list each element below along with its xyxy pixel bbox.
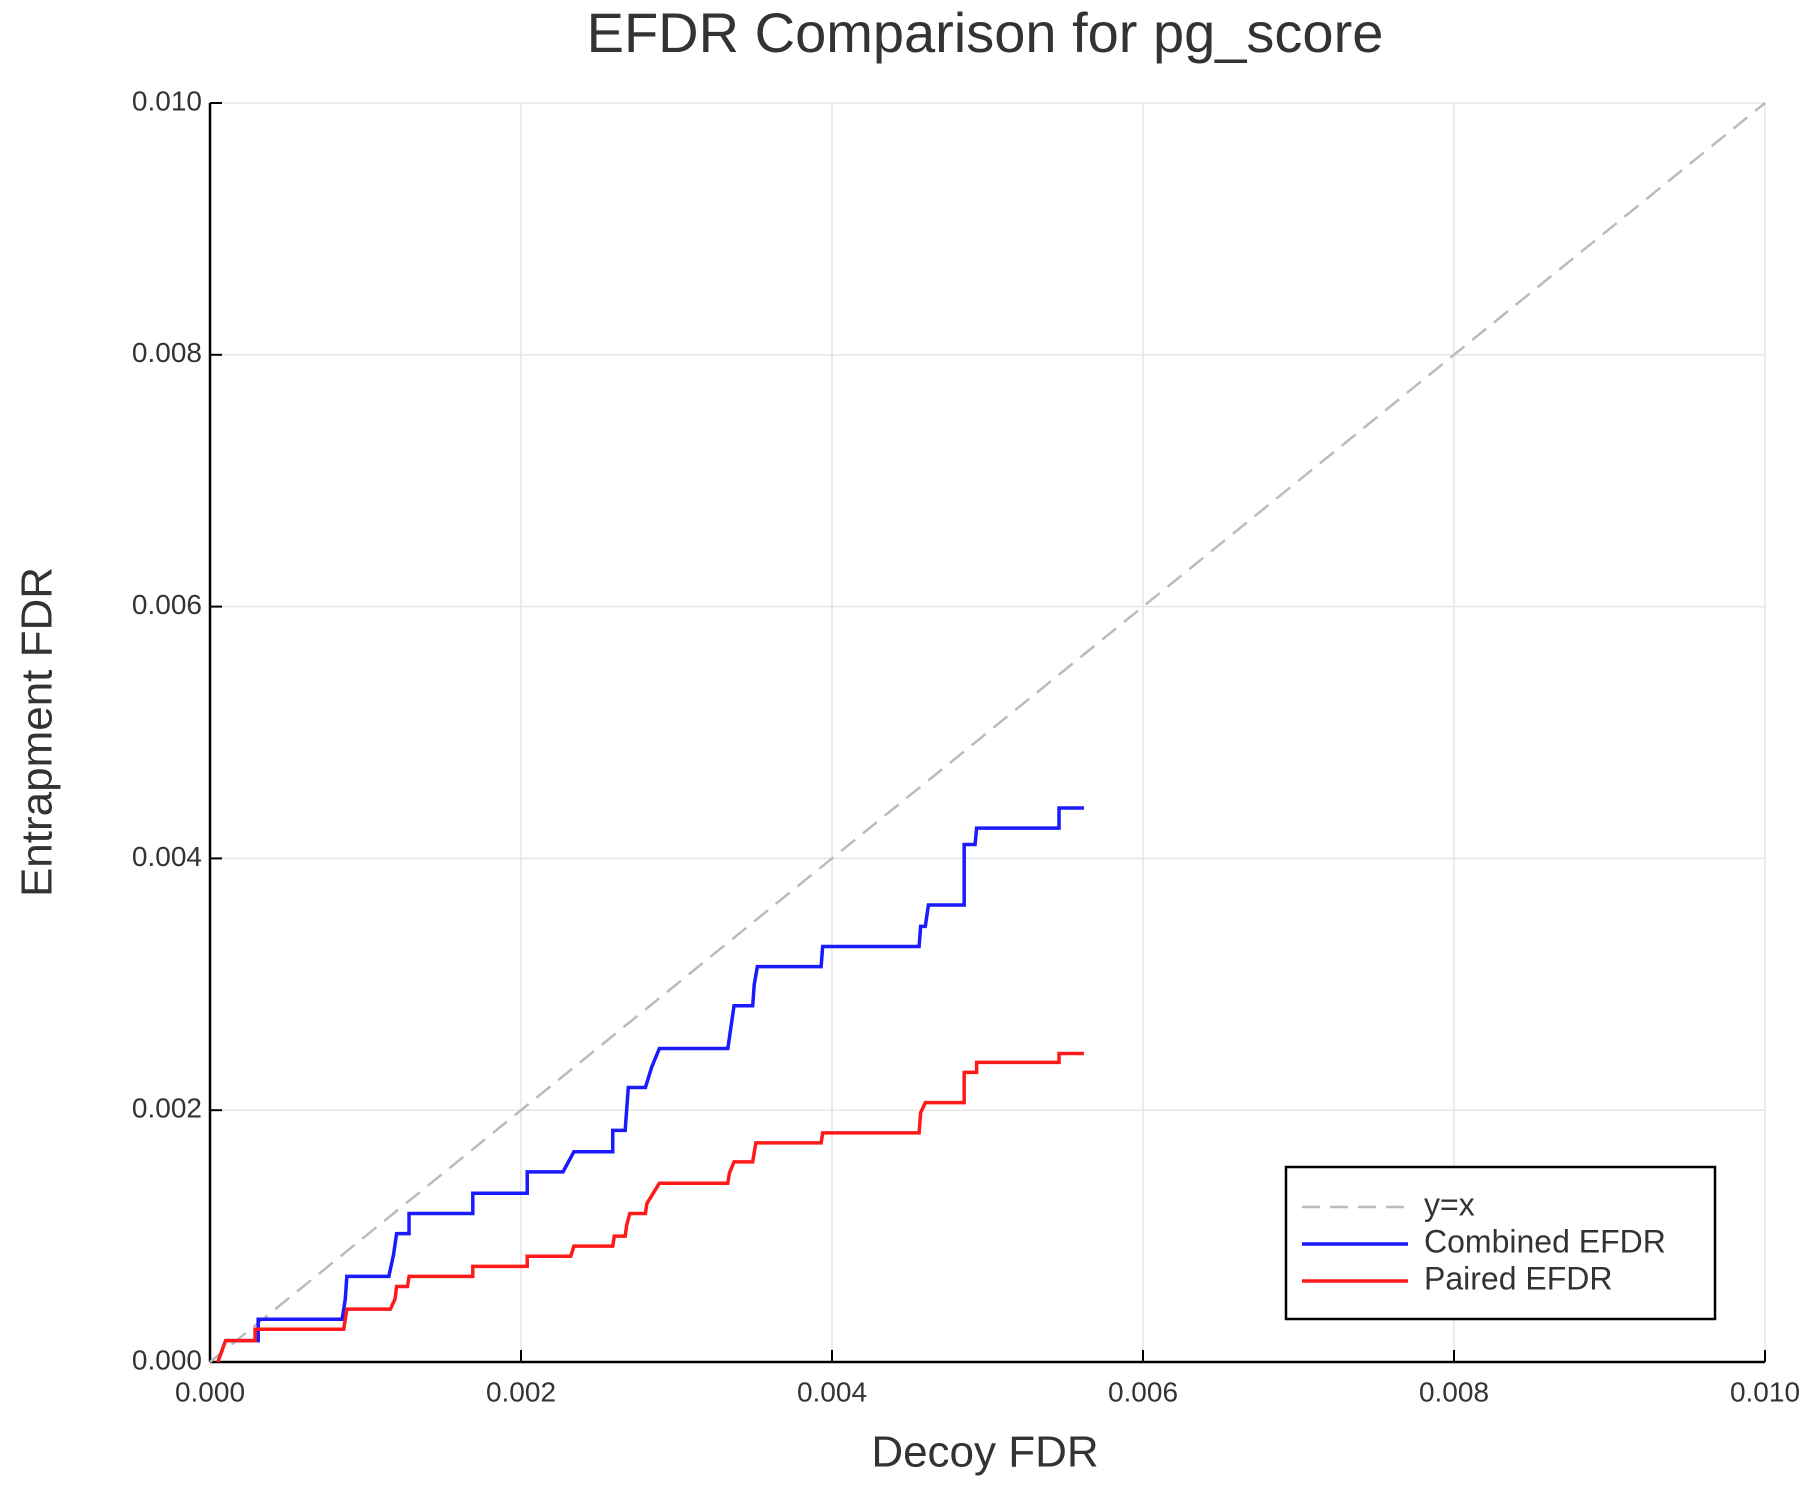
y-tick-label: 0.000 <box>132 1344 202 1375</box>
x-tick-label: 0.000 <box>175 1376 245 1407</box>
y-axis-label: Entrapment FDR <box>13 567 62 897</box>
y-tick-label: 0.008 <box>132 337 202 368</box>
y-tick-label: 0.002 <box>132 1093 202 1124</box>
legend-label: y=x <box>1424 1186 1475 1222</box>
chart-title: EFDR Comparison for pg_score <box>587 1 1384 64</box>
y-tick-label: 0.004 <box>132 841 202 872</box>
data-line <box>209 102 1766 1363</box>
y-tick-label: 0.006 <box>132 589 202 620</box>
legend-label: Combined EFDR <box>1424 1223 1666 1259</box>
data-line <box>225 806 1084 1343</box>
x-tick-label: 0.002 <box>486 1376 556 1407</box>
x-tick-label: 0.004 <box>797 1376 867 1407</box>
x-axis-label: Decoy FDR <box>871 1428 1098 1477</box>
x-tick-label: 0.010 <box>1730 1376 1800 1407</box>
legend-label: Paired EFDR <box>1424 1260 1613 1296</box>
data-line <box>216 1051 1084 1363</box>
x-tick-label: 0.008 <box>1419 1376 1489 1407</box>
y-tick-label: 0.010 <box>132 85 202 116</box>
x-tick-label: 0.006 <box>1108 1376 1178 1407</box>
